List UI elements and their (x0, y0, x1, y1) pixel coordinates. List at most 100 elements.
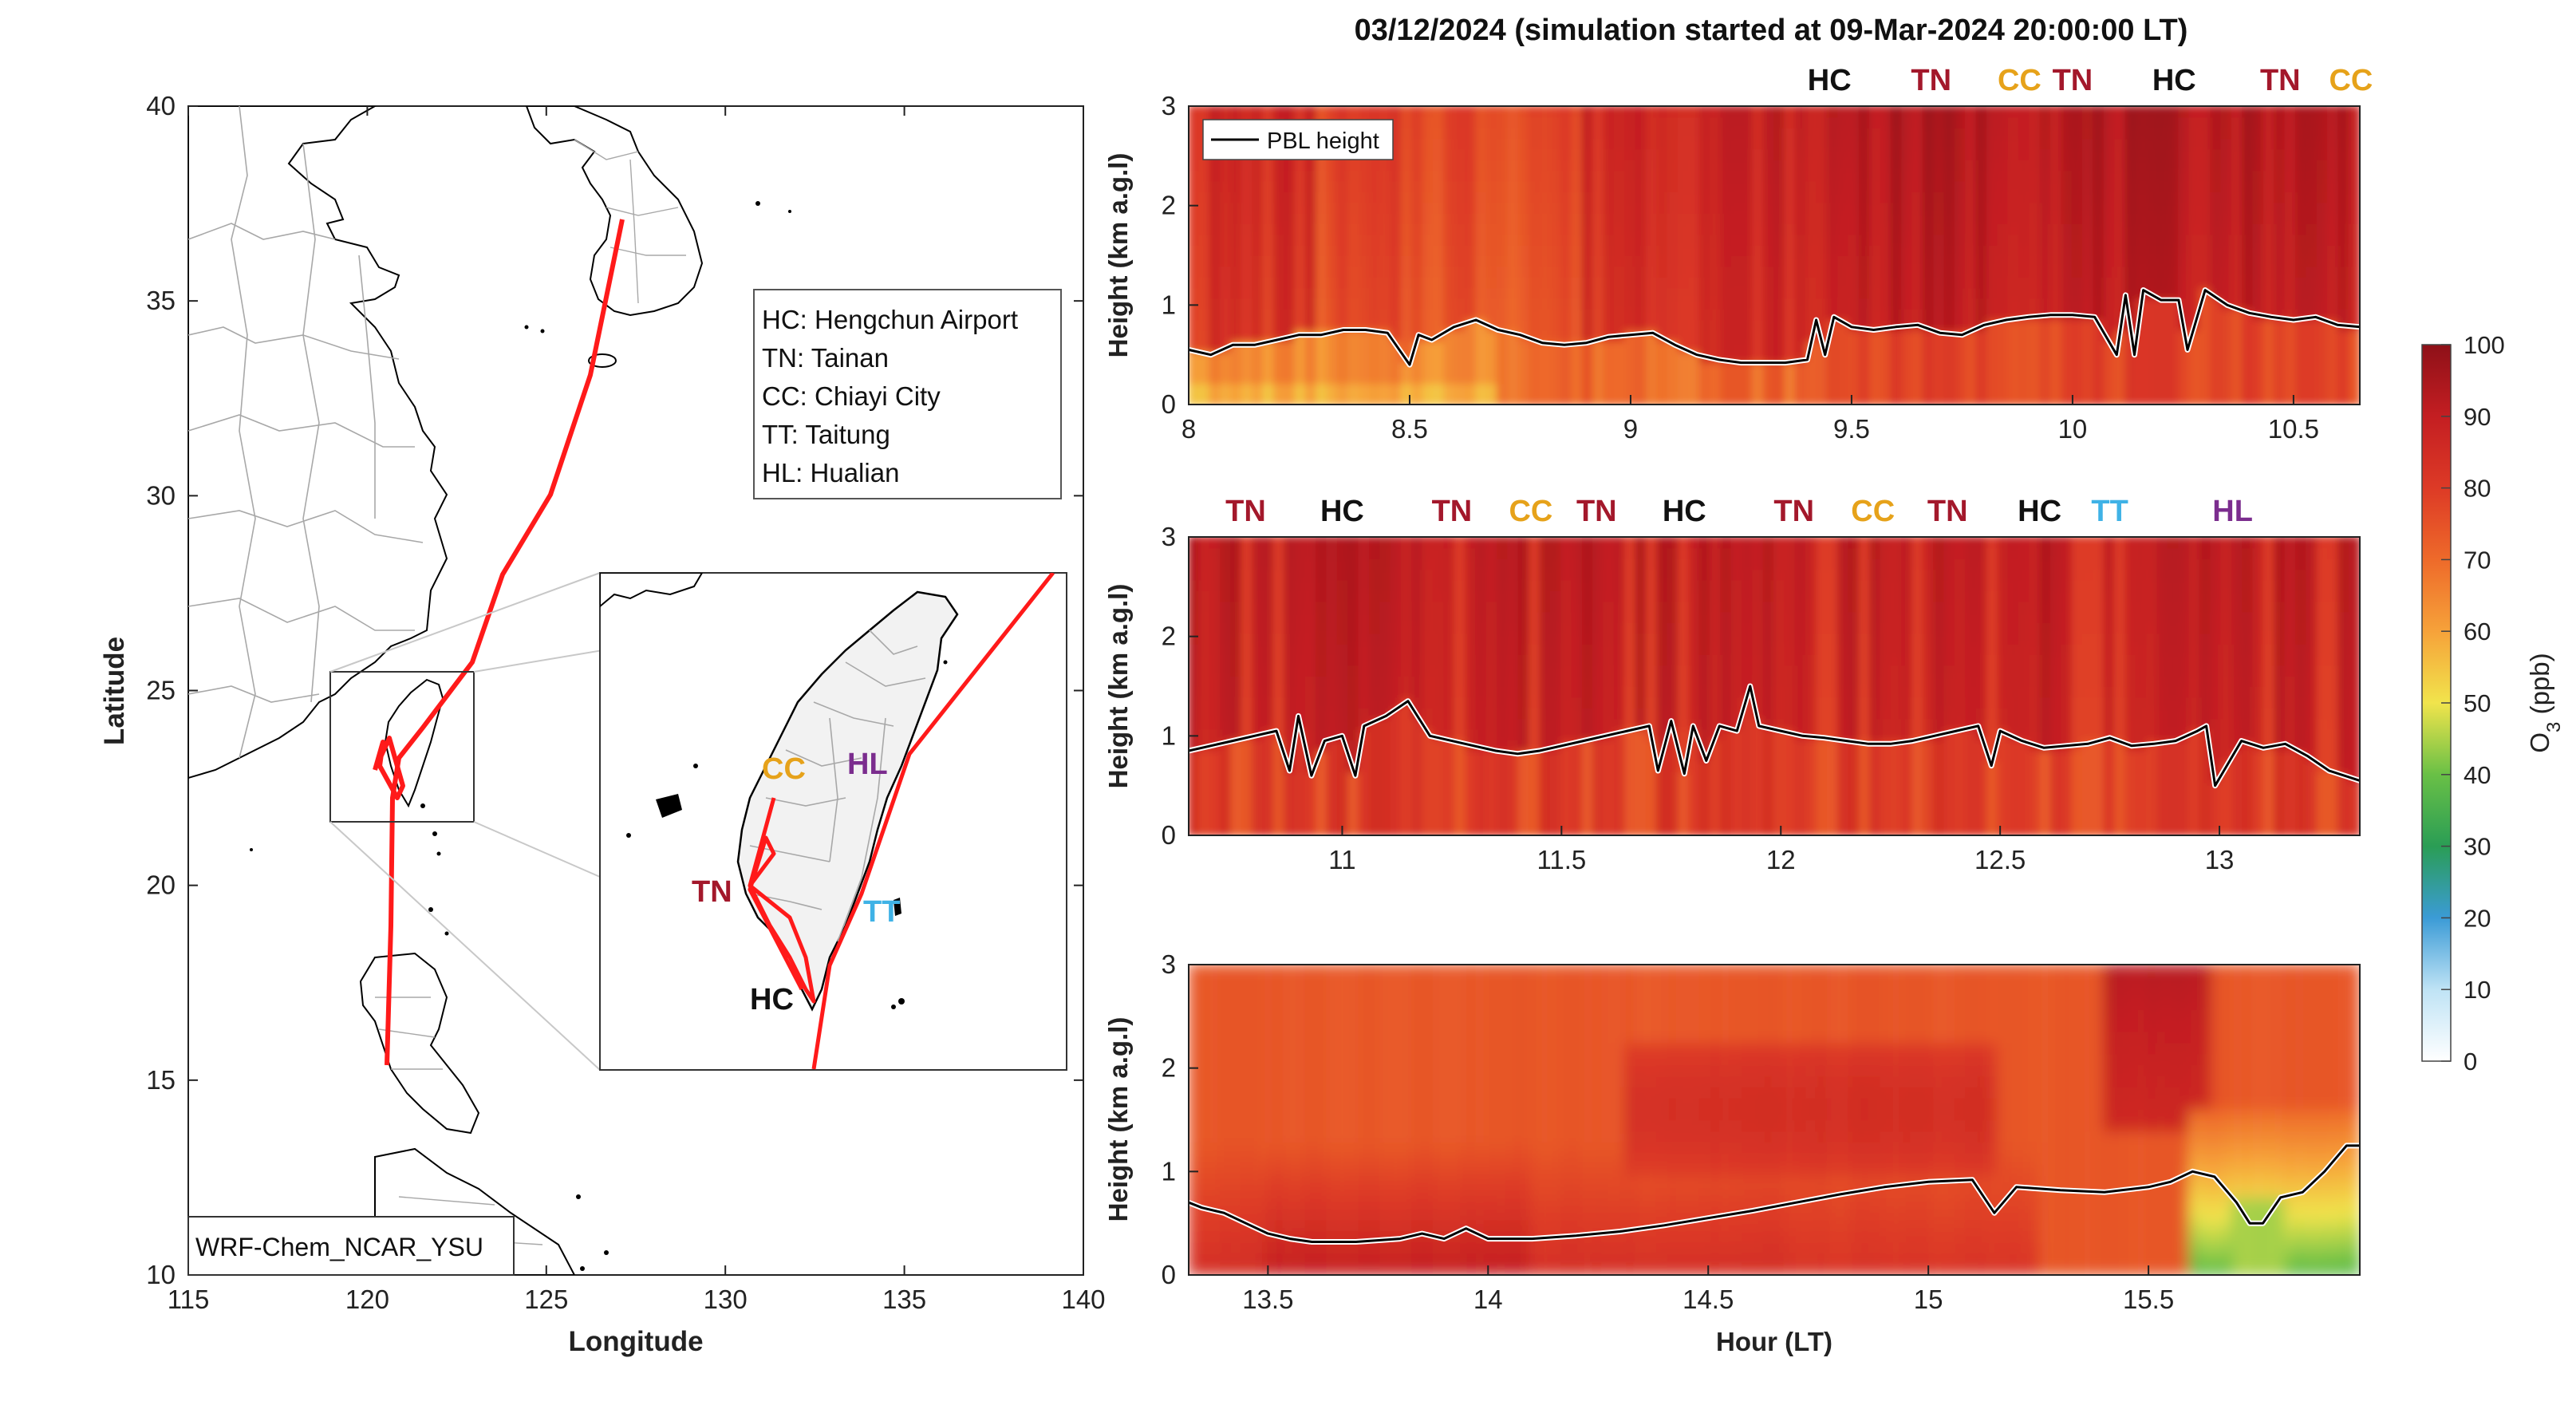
o3-cell (1943, 190, 1956, 203)
o3-cell (1752, 664, 1765, 677)
o3-cell (1560, 781, 1573, 794)
o3-cell (1507, 106, 1520, 118)
o3-cell (1688, 180, 1701, 192)
o3-cell (2093, 190, 2105, 203)
o3-cell (2316, 137, 2329, 150)
o3-cell (2178, 106, 2191, 118)
o3-cell (1304, 318, 1318, 331)
o3-cell (1517, 201, 1530, 214)
o3-cell (1262, 823, 1275, 835)
o3-cell (1400, 781, 1414, 794)
o3-cell (1581, 275, 1595, 289)
o3-cell (2220, 371, 2233, 385)
o3-cell (1880, 243, 1892, 256)
o3-cell (1784, 642, 1797, 655)
o3-cell (1497, 116, 1509, 128)
o3-cell (1326, 243, 1339, 256)
o3-cell (1911, 106, 1924, 118)
o3-cell (1198, 275, 1211, 289)
o3-cell (2114, 393, 2127, 405)
o3-cell (1549, 382, 1562, 395)
o3-cell (1497, 696, 1509, 708)
o3-cell (1880, 781, 1892, 794)
o3-cell (2050, 318, 2063, 331)
o3-cell (1911, 382, 1924, 395)
o3-cell (1826, 211, 1839, 224)
o3-cell (1880, 749, 1892, 762)
o3-cell (1284, 318, 1296, 331)
o3-cell (1549, 537, 1562, 549)
o3-cell (1794, 717, 1807, 730)
o3-cell (1358, 589, 1371, 602)
o3-cell (1272, 653, 1286, 666)
o3-cell (1539, 823, 1552, 835)
o3-cell (1432, 275, 1446, 289)
map-xtick-label: 120 (345, 1285, 389, 1314)
o3-cell (1294, 158, 1307, 172)
o3-cell (1497, 728, 1509, 740)
o3-cell (1198, 664, 1211, 677)
o3-cell (1209, 557, 1221, 570)
o3-cell (1209, 664, 1221, 677)
o3-cell (2167, 339, 2180, 353)
o3-cell (1294, 297, 1307, 310)
o3-cell (1698, 568, 1711, 581)
o3-cell (1411, 116, 1424, 128)
o3-cell (1709, 148, 1722, 160)
o3-cell (1390, 568, 1402, 581)
o3-cell (1336, 286, 1350, 299)
inset-flight-track-loops (748, 797, 816, 1004)
o3-cell (1497, 685, 1509, 698)
o3-cell (1252, 802, 1264, 815)
o3-cell (2294, 169, 2308, 182)
o3-cell (1220, 632, 1233, 645)
o3-cell (1316, 802, 1328, 815)
o3-cell (1720, 286, 1733, 299)
inset-flight-track (811, 573, 1055, 1070)
o3-cell (2050, 255, 2063, 267)
site-label-tn: TN (2053, 64, 2093, 97)
o3-cell (1752, 222, 1765, 235)
o3-cell (1252, 382, 1264, 395)
o3-cell (1465, 371, 1477, 385)
o3-cell (1560, 642, 1573, 655)
o3-cell (1529, 265, 1541, 278)
o3-cell (1294, 600, 1307, 613)
o3-cell (1432, 339, 1446, 353)
o3-cell (1390, 361, 1402, 373)
o3-cell (2242, 318, 2254, 331)
o3-cell (1880, 339, 1892, 353)
o3-cell (1294, 685, 1307, 698)
o3-cell (1539, 318, 1552, 331)
o3-cell (1529, 371, 1541, 385)
o3-cell (1539, 201, 1552, 214)
o3-cell (2242, 275, 2254, 289)
o3-cell (1443, 589, 1456, 602)
o3-cell (1411, 382, 1424, 395)
o3-cell (1272, 674, 1286, 687)
o3-cell (1773, 557, 1786, 570)
o3-cell (1347, 371, 1360, 385)
o3-cell (1549, 106, 1562, 118)
o3-cell (1794, 222, 1807, 235)
o3-cell (1965, 265, 1978, 278)
o3-cell (2242, 393, 2254, 405)
o3-cell (1230, 674, 1243, 687)
o3-cell (1272, 802, 1286, 815)
o3-cell (2029, 222, 2041, 235)
o3-cell (1645, 148, 1659, 160)
o3-cell (1272, 233, 1286, 246)
o3-cell (1304, 201, 1318, 214)
o3-cell (1230, 632, 1243, 645)
o3-cell (1752, 318, 1765, 331)
o3-cell (1507, 350, 1520, 363)
o3-cell (1209, 823, 1221, 835)
o3-cell (1742, 371, 1754, 385)
o3-cell (1230, 286, 1243, 299)
o3-cell (1497, 642, 1509, 655)
o3-cell (1645, 211, 1659, 224)
o3-cell (2231, 106, 2244, 118)
o3-cell (1613, 632, 1627, 645)
o3-cell (1422, 621, 1434, 634)
